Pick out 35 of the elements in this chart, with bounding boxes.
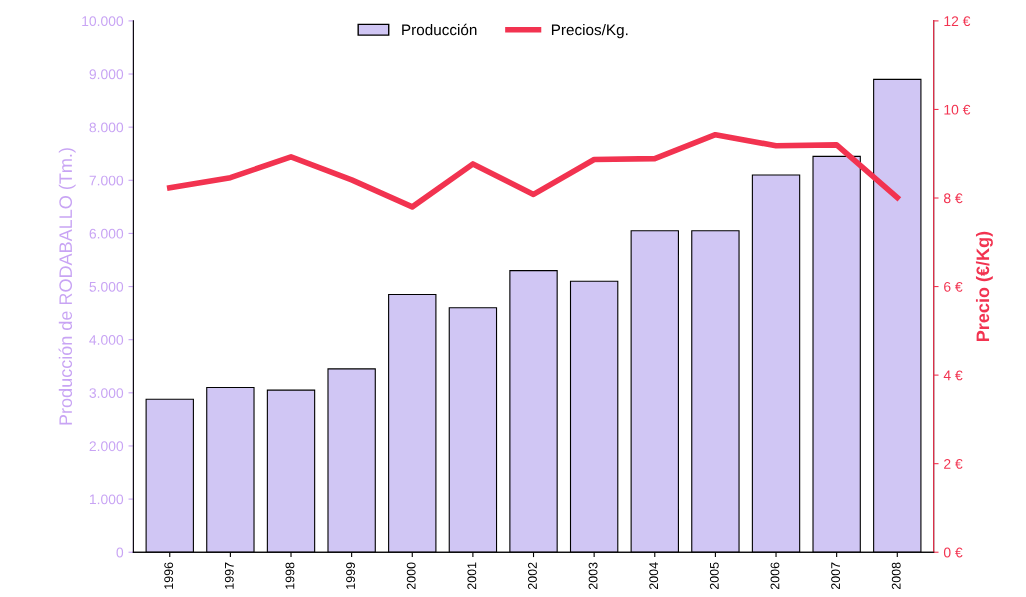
y2-tick-label: 6 € (944, 281, 963, 292)
y-tick-label: 0 (116, 547, 124, 558)
y-tick-label: 1.000 (89, 494, 124, 505)
y2-tick-label: 10 € (944, 104, 971, 115)
x-tick-label: 2005 (709, 562, 719, 590)
y-axis-title: Producción de RODABALLO (Tm.) (58, 148, 76, 425)
y-tick-label: 10.000 (82, 16, 124, 27)
x-tick-label: 1996 (164, 562, 174, 589)
x-tick-label: 2003 (588, 562, 598, 590)
x-tick-label: 2008 (891, 562, 901, 590)
legend-label: Producción (402, 23, 477, 36)
legend-label: Precios/Kg. (551, 24, 628, 39)
x-tick-label: 1997 (224, 562, 234, 589)
x-tick-label: 2006 (770, 562, 780, 590)
y2-tick-label: 8 € (943, 193, 963, 204)
x-tick-label: 2000 (406, 562, 416, 590)
x-tick-label: 1999 (346, 562, 355, 589)
y2-axis-title: Precio (€/Kg) (975, 231, 993, 342)
y2-tick-label: 4 € (943, 370, 963, 381)
y-tick-label: 8.000 (89, 122, 124, 133)
y2-tick-label: 0 € (943, 547, 963, 558)
x-tick-label: 2002 (528, 562, 537, 590)
y-tick-label: 4.000 (89, 335, 124, 345)
x-tick-label: 2007 (831, 562, 841, 590)
y-tick-label: 5.000 (89, 281, 124, 292)
y2-tick-label: 2 € (944, 459, 963, 469)
y-tick-label: 6.000 (89, 228, 124, 239)
y-tick-label: 3.000 (89, 388, 124, 398)
y-tick-label: 2.000 (89, 441, 124, 452)
x-tick-label: 1998 (285, 562, 295, 589)
y-tick-label: 7.000 (89, 175, 124, 186)
y2-tick-label: 12 € (944, 16, 971, 27)
x-tick-label: 2001 (467, 562, 477, 590)
x-tick-label: 2004 (649, 562, 659, 590)
y-tick-label: 9.000 (89, 69, 124, 80)
